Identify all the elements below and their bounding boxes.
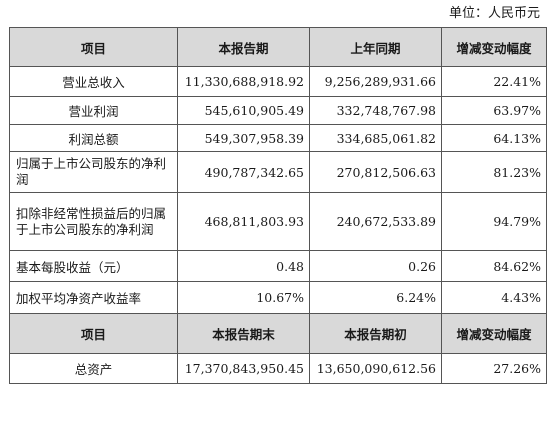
change-value: 27.26% bbox=[441, 353, 547, 384]
header-change: 增减变动幅度 bbox=[441, 27, 547, 67]
header-period-start: 本报告期初 bbox=[309, 313, 442, 354]
row-label: 基本每股收益（元） bbox=[9, 250, 178, 282]
change-value: 4.43% bbox=[441, 281, 547, 314]
current-value: 549,307,958.39 bbox=[177, 124, 310, 152]
change-value: 22.41% bbox=[441, 66, 547, 97]
current-value: 0.48 bbox=[177, 250, 310, 282]
current-value: 545,610,905.49 bbox=[177, 96, 310, 125]
row-label: 归属于上市公司股东的净利润 bbox=[16, 156, 167, 187]
previous-value: 332,748,767.98 bbox=[309, 96, 442, 125]
row-label: 营业利润 bbox=[9, 96, 178, 125]
table-header-row: 项目 本报告期末 本报告期初 增减变动幅度 bbox=[9, 313, 547, 354]
unit-label: 单位：人民币元 bbox=[448, 6, 540, 21]
row-label: 加权平均净资产收益率 bbox=[9, 281, 178, 314]
previous-value: 334,685,061.82 bbox=[309, 124, 442, 152]
change-value: 64.13% bbox=[441, 124, 547, 152]
header-period-end: 本报告期末 bbox=[177, 313, 310, 354]
table-row: 加权平均净资产收益率 10.67% 6.24% 4.43% bbox=[9, 281, 547, 314]
row-label: 扣除非经常性损益后的归属于上市公司股东的净利润 bbox=[16, 205, 167, 237]
table-header-row: 项目 本报告期 上年同期 增减变动幅度 bbox=[9, 27, 547, 67]
change-value: 63.97% bbox=[441, 96, 547, 125]
financial-summary-table: 项目 本报告期 上年同期 增减变动幅度 营业总收入 11,330,688,918… bbox=[9, 27, 547, 384]
header-change: 增减变动幅度 bbox=[441, 313, 547, 354]
table-row: 总资产 17,370,843,950.45 13,650,090,612.56 … bbox=[9, 353, 547, 384]
header-current-period: 本报告期 bbox=[177, 27, 310, 67]
change-value: 84.62% bbox=[441, 250, 547, 282]
table-row: 营业利润 545,610,905.49 332,748,767.98 63.97… bbox=[9, 96, 547, 125]
change-value: 94.79% bbox=[441, 192, 547, 251]
row-label: 利润总额 bbox=[9, 124, 178, 152]
table-row: 归属于上市公司股东的净利润 490,787,342.65 270,812,506… bbox=[9, 151, 547, 193]
table-row: 基本每股收益（元） 0.48 0.26 84.62% bbox=[9, 250, 547, 282]
row-label: 总资产 bbox=[9, 353, 178, 384]
current-value: 10.67% bbox=[177, 281, 310, 314]
previous-value: 0.26 bbox=[309, 250, 442, 282]
table-row: 营业总收入 11,330,688,918.92 9,256,289,931.66… bbox=[9, 66, 547, 97]
current-value: 468,811,803.93 bbox=[177, 192, 310, 251]
header-previous-period: 上年同期 bbox=[309, 27, 442, 67]
change-value: 81.23% bbox=[441, 151, 547, 193]
current-value: 17,370,843,950.45 bbox=[177, 353, 310, 384]
previous-value: 13,650,090,612.56 bbox=[309, 353, 442, 384]
previous-value: 240,672,533.89 bbox=[309, 192, 442, 251]
previous-value: 9,256,289,931.66 bbox=[309, 66, 442, 97]
table-row: 利润总额 549,307,958.39 334,685,061.82 64.13… bbox=[9, 124, 547, 152]
previous-value: 270,812,506.63 bbox=[309, 151, 442, 193]
row-label: 营业总收入 bbox=[9, 66, 178, 97]
current-value: 490,787,342.65 bbox=[177, 151, 310, 193]
header-item: 项目 bbox=[9, 27, 178, 67]
header-item: 项目 bbox=[9, 313, 178, 354]
table-row: 扣除非经常性损益后的归属于上市公司股东的净利润 468,811,803.93 2… bbox=[9, 192, 547, 251]
previous-value: 6.24% bbox=[309, 281, 442, 314]
current-value: 11,330,688,918.92 bbox=[177, 66, 310, 97]
